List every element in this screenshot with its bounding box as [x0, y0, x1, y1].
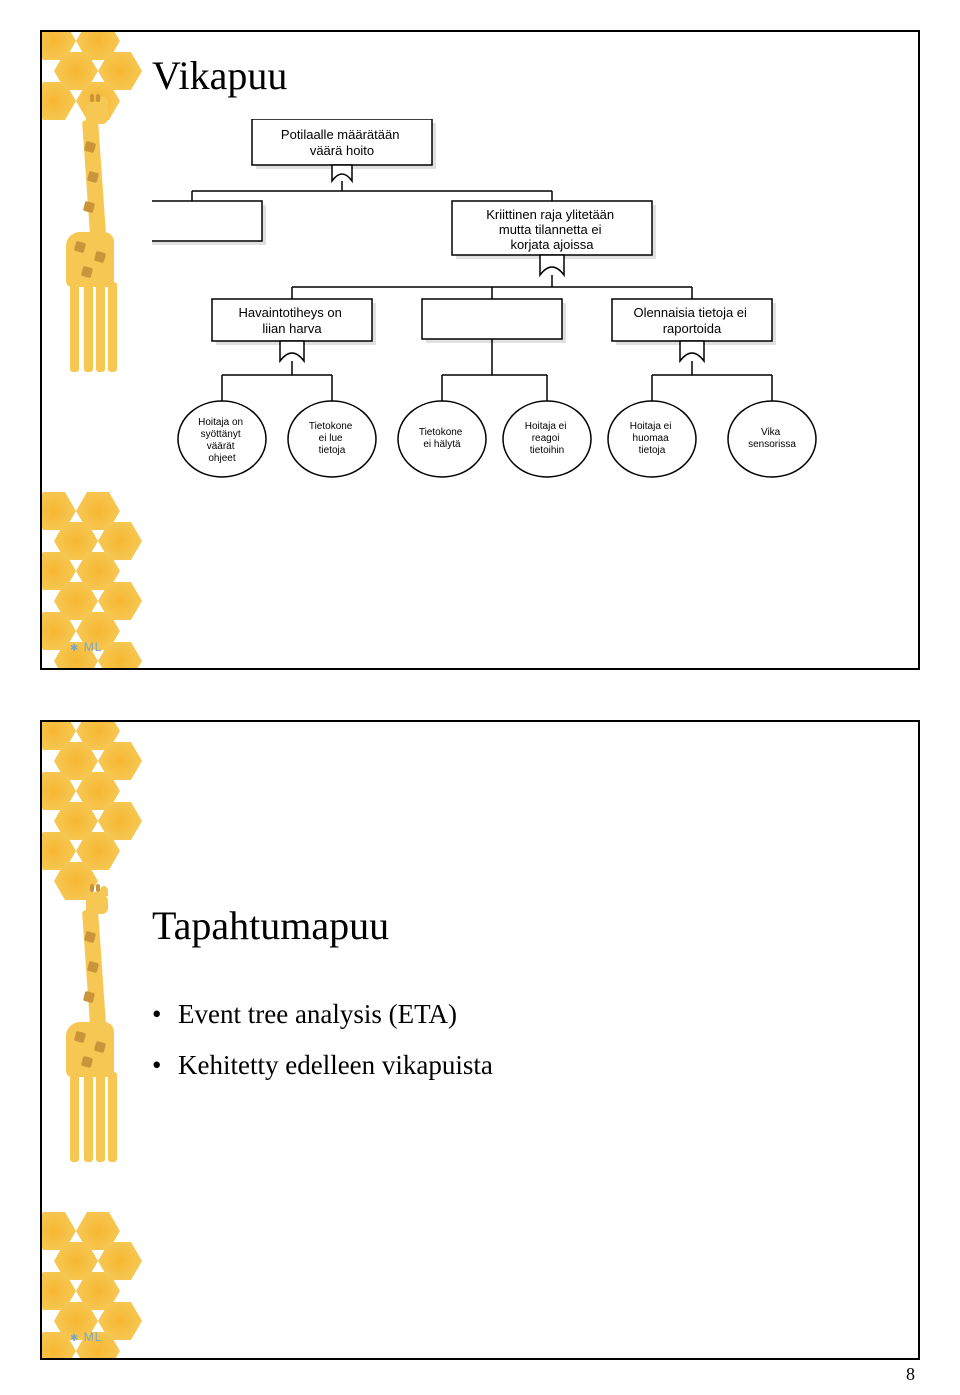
giraffe-decoration	[60, 892, 115, 1192]
page-number: 8	[906, 1364, 915, 1385]
fault-tree-diagram: Potilaalle määrätään väärä hoito Kriitti…	[152, 119, 892, 609]
footer-logo: ✱ ML	[70, 640, 102, 654]
slide-tapahtumapuu: ✱ ML Tapahtumapuu Event tree analysis (E…	[40, 720, 920, 1360]
slide2-title: Tapahtumapuu	[152, 902, 898, 949]
decorative-sidebar	[42, 722, 137, 1358]
decorative-sidebar	[42, 32, 137, 668]
giraffe-decoration	[60, 102, 115, 402]
slide1-content: Vikapuu Potilaalle määrätään väärä hoito	[152, 52, 898, 648]
document-page: ✱ ML Vikapuu Potilaalle määrätään väärä …	[0, 0, 960, 1395]
basic-events: Hoitaja on syöttänyt väärät ohjeet Tieto…	[178, 401, 816, 477]
slide-vikapuu: ✱ ML Vikapuu Potilaalle määrätään väärä …	[40, 30, 920, 670]
slide2-bullets: Event tree analysis (ETA) Kehitetty edel…	[152, 999, 898, 1081]
footer-logo: ✱ ML	[70, 1330, 102, 1344]
bullet-item: Kehitetty edelleen vikapuista	[152, 1050, 898, 1081]
slide1-title: Vikapuu	[152, 52, 898, 99]
bullet-item: Event tree analysis (ETA)	[152, 999, 898, 1030]
svg-text:Tietokone ei hälyt: Tietokone ei hälytä	[419, 427, 465, 450]
slide2-content: Tapahtumapuu Event tree analysis (ETA) K…	[152, 742, 898, 1338]
